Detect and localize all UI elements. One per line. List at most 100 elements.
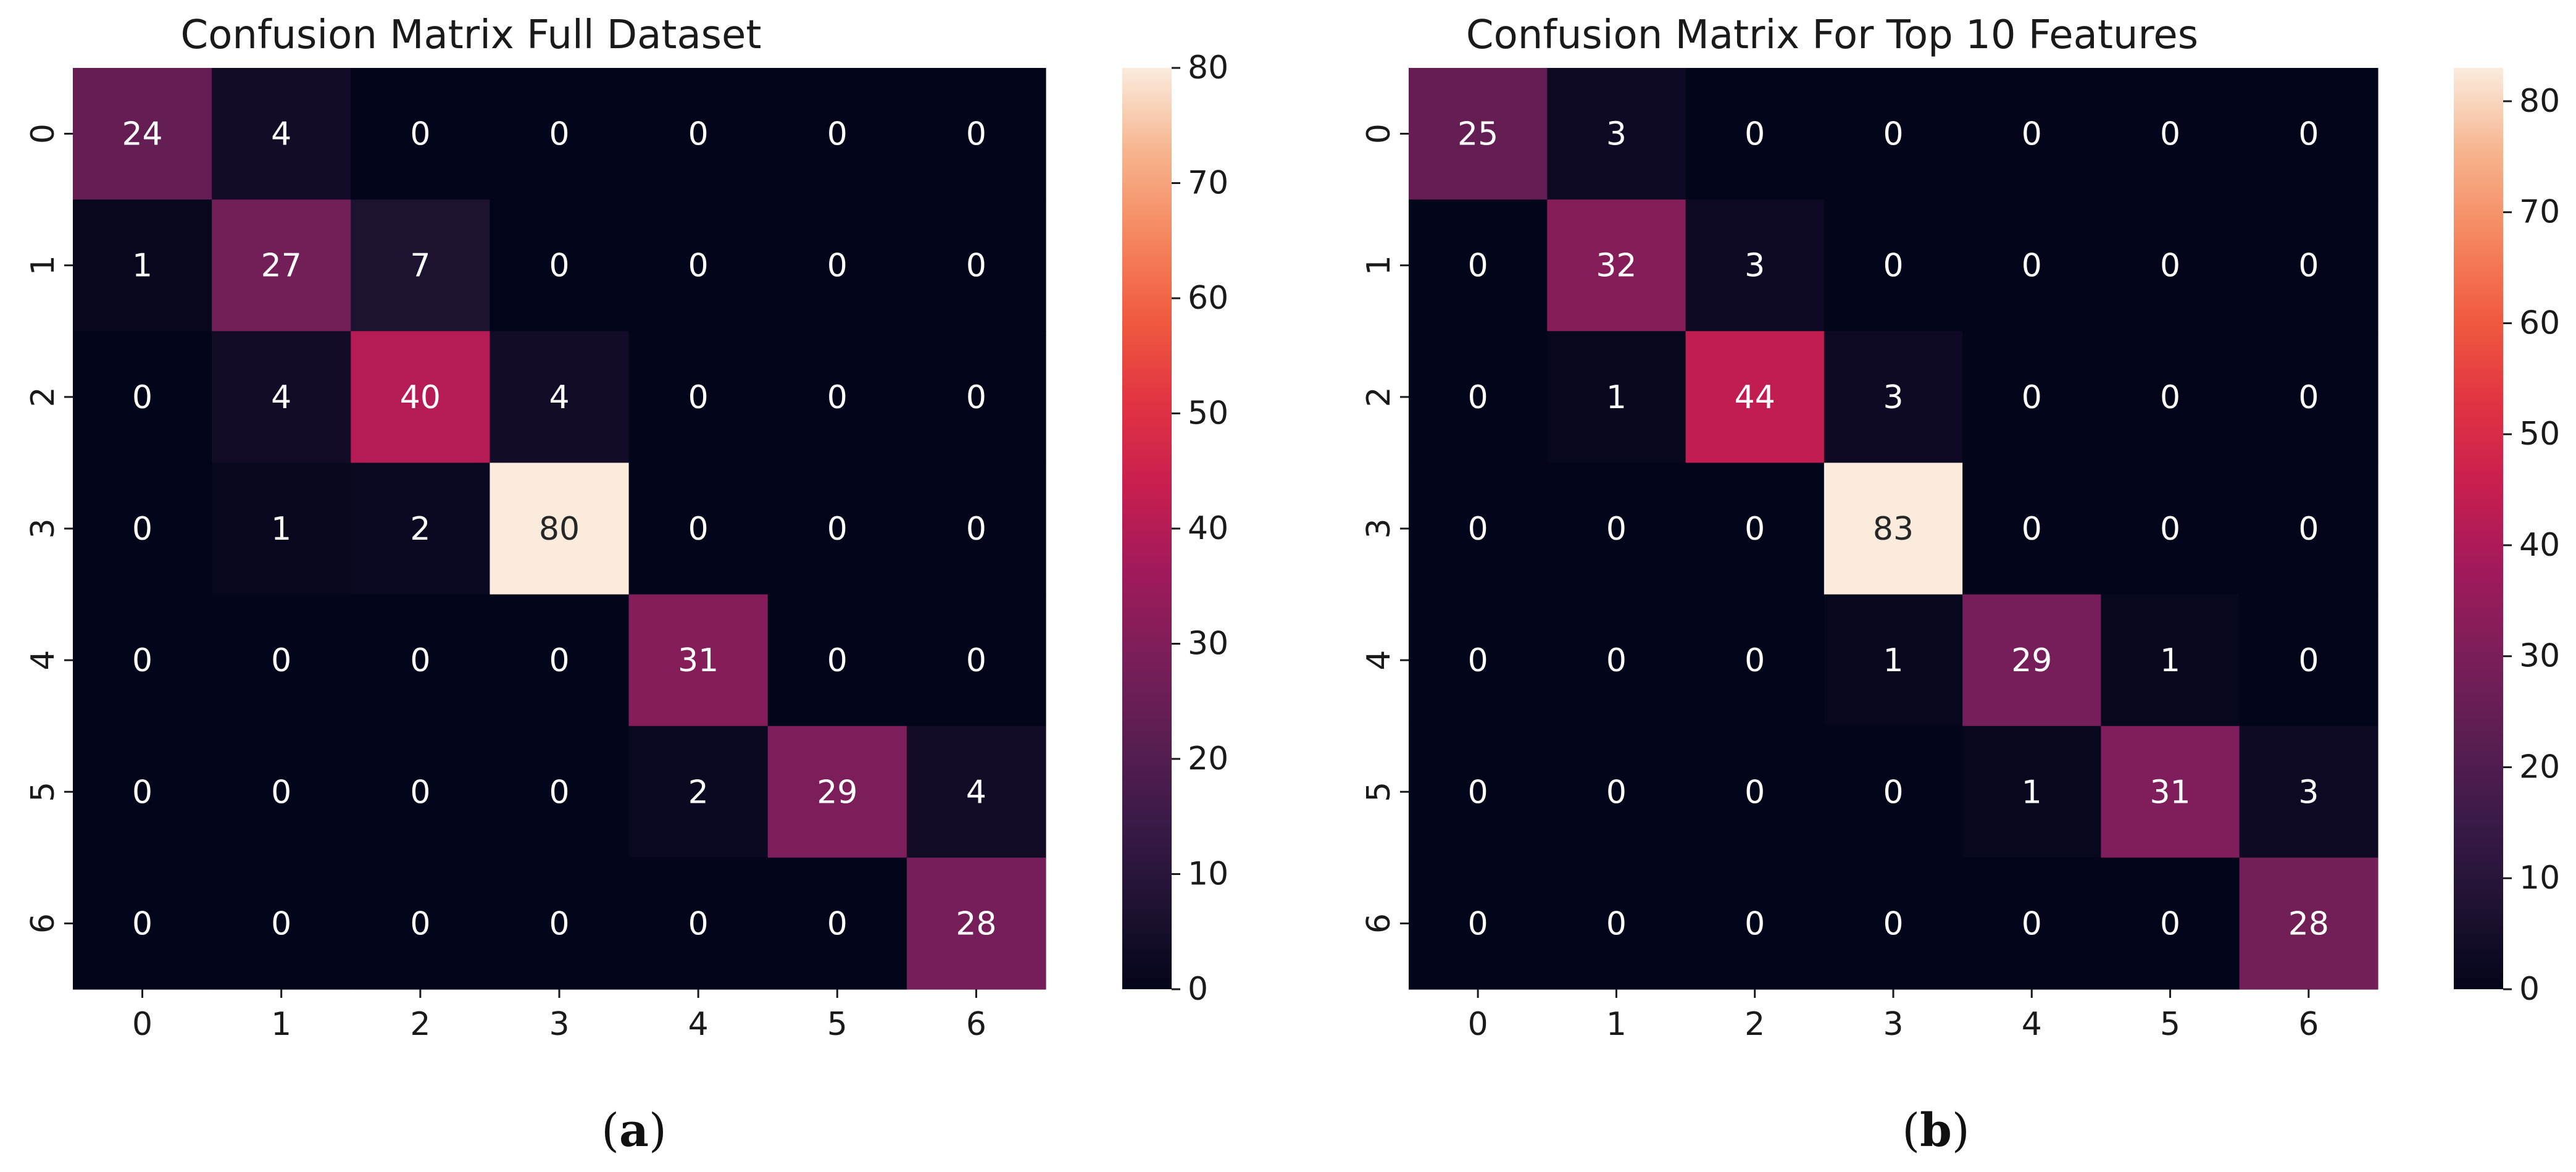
- heatmap-cell-a-r0-c3: [490, 68, 630, 200]
- y-tick-label-b-4: 4: [1361, 650, 1398, 671]
- colorbar-tick-label-b-1: 10: [2519, 860, 2560, 897]
- cell-value-a-r0-c6: 0: [966, 116, 986, 153]
- cell-value-b-r3-c4: 0: [2022, 511, 2042, 548]
- cell-value-a-r2-c3: 4: [549, 379, 569, 416]
- heatmap-cell-a-r3-c4: [628, 463, 769, 595]
- heatmap-cell-a-r1-c3: [490, 199, 630, 332]
- cell-value-a-r4-c6: 0: [966, 642, 986, 679]
- cell-value-a-r4-c3: 0: [549, 642, 569, 679]
- heatmap-cell-a-r4-c6: [906, 594, 1046, 727]
- colorbar-tick-label-b-7: 70: [2519, 194, 2560, 231]
- heatmap-cell-b-r5-c4: [1962, 726, 2102, 858]
- colorbar-tick-label-b-5: 50: [2519, 416, 2560, 453]
- cell-value-b-r2-c4: 0: [2022, 379, 2042, 416]
- colorbar-a: [1122, 68, 1172, 989]
- cell-value-b-r6-c4: 0: [2022, 905, 2042, 942]
- cell-value-a-r2-c4: 0: [688, 379, 709, 416]
- cell-value-a-r0-c3: 0: [549, 116, 569, 153]
- heatmap-cell-b-r6-c3: [1824, 857, 1963, 990]
- cell-value-b-r3-c2: 0: [1744, 511, 1765, 548]
- colorbar-ticks-a: 0 10 20 30 40 50 60 70 80: [1172, 49, 1228, 1008]
- y-tick-label-b-0: 0: [1361, 123, 1398, 144]
- cell-value-a-r3-c5: 0: [827, 511, 848, 548]
- heatmap-cell-a-r2-c3: [490, 331, 630, 464]
- heatmap-cell-a-r0-c4: [628, 68, 769, 200]
- heatmap-cell-b-r1-c4: [1962, 199, 2102, 332]
- cell-value-b-r5-c1: 0: [1606, 774, 1627, 811]
- cell-value-a-r3-c0: 0: [132, 511, 152, 548]
- heatmap-cell-a-r5-c6: [906, 726, 1046, 858]
- cell-value-a-r5-c2: 0: [410, 774, 430, 811]
- caption-a: (a): [601, 1104, 667, 1157]
- cell-value-b-r0-c0: 25: [1457, 116, 1498, 153]
- heatmap-cell-a-r0-c1: [212, 68, 351, 200]
- heatmap-cell-a-r4-c5: [767, 594, 907, 727]
- heatmap-cell-a-r2-c2: [351, 331, 491, 464]
- cell-value-a-r1-c1: 27: [261, 248, 302, 285]
- heatmap-cell-b-r3-c4: [1962, 463, 2102, 595]
- cell-value-a-r2-c0: 0: [132, 379, 152, 416]
- cell-value-b-r6-c0: 0: [1468, 905, 1488, 942]
- cell-value-b-r4-c5: 1: [2160, 642, 2180, 679]
- x-tick-label-a-0: 0: [132, 1006, 152, 1043]
- heatmap-cell-b-r2-c2: [1685, 331, 1825, 464]
- cell-value-b-r4-c6: 0: [2298, 642, 2319, 679]
- cell-value-b-r0-c5: 0: [2160, 116, 2180, 153]
- colorbar-tick-label-a-7: 70: [1188, 165, 1228, 202]
- cell-value-b-r2-c5: 0: [2160, 379, 2180, 416]
- cell-value-a-r4-c1: 0: [271, 642, 291, 679]
- heatmap-cell-b-r3-c5: [2101, 463, 2240, 595]
- x-tick-label-a-2: 2: [410, 1006, 430, 1043]
- cell-value-a-r2-c2: 40: [400, 379, 441, 416]
- heatmap-cell-b-r0-c4: [1962, 68, 2102, 200]
- heatmap-cell-a-r0-c6: [906, 68, 1046, 200]
- cell-value-a-r5-c4: 2: [688, 774, 709, 811]
- colorbar-tick-label-b-4: 40: [2519, 527, 2560, 564]
- colorbar-tick-label-a-3: 30: [1188, 626, 1228, 663]
- heatmap-cell-b-r4-c3: [1824, 594, 1963, 727]
- heatmap-cell-b-r0-c1: [1547, 68, 1686, 200]
- cell-value-b-r1-c6: 0: [2298, 248, 2319, 285]
- heatmap-cell-a-r0-c2: [351, 68, 491, 200]
- y-axis-ticks-b: 0 1 2 3 4 5 6: [1361, 123, 1409, 934]
- heatmap-cell-a-r6-c2: [351, 857, 491, 990]
- y-tick-label-a-3: 3: [25, 518, 62, 538]
- colorbar-tick-label-a-8: 80: [1188, 49, 1228, 86]
- heatmap-cell-a-r6-c1: [212, 857, 351, 990]
- heatmap-cell-a-r1-c5: [767, 199, 907, 332]
- cell-value-b-r6-c5: 0: [2160, 905, 2180, 942]
- cell-value-b-r2-c2: 44: [1735, 379, 1775, 416]
- x-tick-label-b-2: 2: [1744, 1006, 1765, 1043]
- x-tick-label-b-1: 1: [1606, 1006, 1627, 1043]
- cell-value-b-r0-c1: 3: [1606, 116, 1627, 153]
- heatmap-cell-a-r1-c4: [628, 199, 769, 332]
- cell-value-b-r6-c3: 0: [1883, 905, 1903, 942]
- cell-value-b-r2-c1: 1: [1606, 379, 1627, 416]
- heatmap-cell-b-r1-c5: [2101, 199, 2240, 332]
- cell-value-b-r5-c5: 31: [2149, 774, 2190, 811]
- heatmap-cell-a-r5-c4: [628, 726, 769, 858]
- heatmap-cell-a-r3-c3: [490, 463, 630, 595]
- y-tick-label-a-1: 1: [25, 255, 62, 275]
- heatmap-cell-a-r2-c5: [767, 331, 907, 464]
- colorbar-tick-label-b-8: 80: [2519, 83, 2560, 120]
- heatmap-cell-a-r5-c2: [351, 726, 491, 858]
- cell-value-a-r6-c1: 0: [271, 905, 291, 942]
- cell-value-a-r0-c0: 24: [122, 116, 162, 153]
- heatmap-cell-a-r3-c5: [767, 463, 907, 595]
- y-tick-label-a-4: 4: [25, 650, 62, 671]
- x-axis-ticks-b: 0 1 2 3 4 5 6: [1468, 989, 2319, 1043]
- cell-value-a-r0-c4: 0: [688, 116, 709, 153]
- heatmap-cell-b-r6-c4: [1962, 857, 2102, 990]
- cell-value-a-r4-c5: 0: [827, 642, 848, 679]
- colorbar-b: [2454, 68, 2503, 989]
- cell-value-a-r1-c6: 0: [966, 248, 986, 285]
- heatmap-cell-b-r1-c2: [1685, 199, 1825, 332]
- heatmap-cell-b-r1-c0: [1409, 199, 1548, 332]
- heatmap-cell-a-r5-c3: [490, 726, 630, 858]
- heatmap-cell-b-r3-c6: [2239, 463, 2378, 595]
- y-tick-label-a-5: 5: [25, 782, 62, 802]
- cell-value-a-r5-c1: 0: [271, 774, 291, 811]
- heatmap-cell-a-r0-c5: [767, 68, 907, 200]
- cell-value-b-r3-c5: 0: [2160, 511, 2180, 548]
